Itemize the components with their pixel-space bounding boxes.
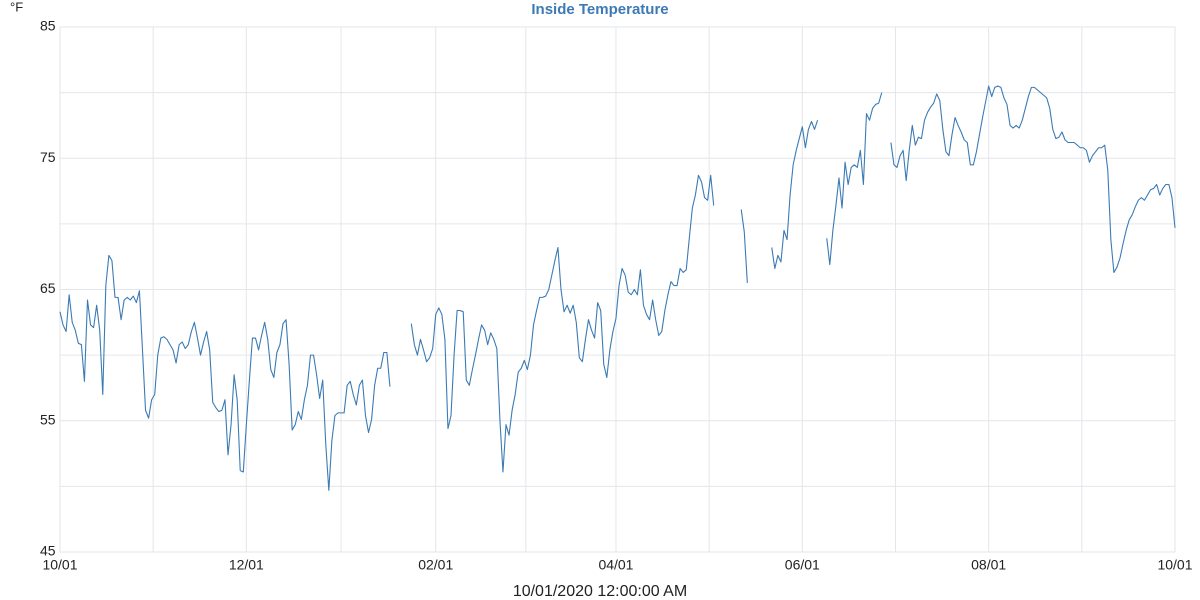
x-tick-label: 06/01 (785, 557, 820, 573)
y-tick-label: 45 (40, 543, 56, 559)
x-axis-label: 10/01/2020 12:00:00 AM (513, 583, 687, 600)
x-tick-label: 08/01 (971, 557, 1006, 573)
y-tick-label: 65 (40, 280, 56, 296)
x-tick-label: 04/01 (598, 557, 633, 573)
x-tick-label: 10/01 (42, 557, 77, 573)
y-tick-label: 55 (40, 411, 56, 427)
chart-title: Inside Temperature (531, 1, 668, 18)
x-tick-label: 02/01 (418, 557, 453, 573)
x-tick-label: 12/01 (229, 557, 264, 573)
data-line (59, 85, 1176, 491)
y-axis-label: °F (10, 0, 23, 14)
y-tick-label: 75 (40, 149, 56, 165)
x-tick-label: 10/01 (1157, 557, 1192, 573)
y-tick-label: 85 (40, 18, 56, 34)
